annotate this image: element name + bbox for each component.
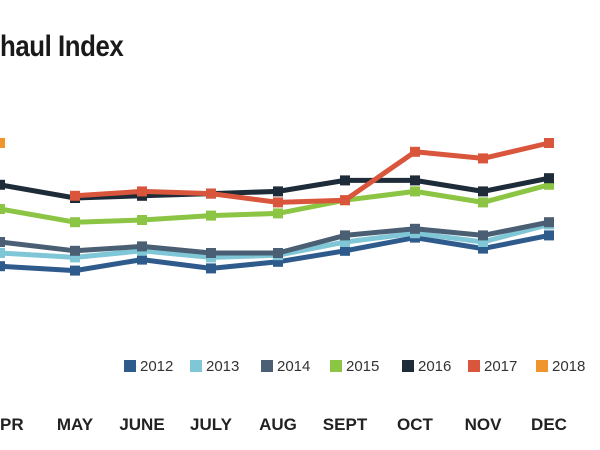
x-tick-label: NOV (465, 415, 503, 434)
series-2012-point (273, 256, 283, 267)
legend-label-2014: 2014 (277, 358, 310, 375)
series-2015-point (410, 186, 420, 197)
series-2017-point (206, 188, 216, 199)
series-2012-point (137, 254, 147, 265)
series-2015 (0, 179, 554, 228)
series-2014-point (137, 241, 147, 252)
series-2015-point (70, 217, 80, 228)
legend-swatch-2017 (468, 360, 480, 372)
x-tick-label: JUNE (119, 415, 164, 434)
series-2017-line (72, 140, 552, 205)
series-2014-point (478, 230, 488, 241)
series-2017-point (137, 186, 147, 197)
x-tick-label: PR (0, 415, 24, 434)
series-2015-point (544, 179, 554, 190)
x-tick-label: OCT (397, 415, 434, 434)
series-2012-point (340, 245, 350, 256)
series-2013-point (0, 248, 5, 258)
series-2016-point (273, 186, 283, 197)
legend-swatch-2016 (402, 360, 414, 372)
series-2017-point (478, 153, 488, 164)
legend-swatch-2015 (330, 360, 342, 372)
series-2018-point (0, 138, 5, 148)
series-2015-point (206, 210, 216, 221)
series-2014-point (340, 230, 350, 241)
x-tick-label: AUG (259, 415, 297, 434)
series-2015-point (273, 208, 283, 219)
series-2015-point (137, 215, 147, 225)
legend-swatch-2013 (190, 360, 202, 372)
x-tick-label: MAY (57, 415, 94, 434)
series-2018 (0, 138, 5, 148)
legend: 2012 2013 2014 2015 2016 2017 2018 (124, 358, 585, 375)
series-2013-point (70, 252, 80, 263)
series-2017 (70, 138, 554, 208)
series-2012-point (0, 261, 5, 272)
series-2014-point (0, 237, 5, 247)
series-2015-point (0, 204, 5, 214)
series-2012-point (478, 243, 488, 254)
series-2013-point (478, 237, 488, 247)
legend-label-2018: 2018 (552, 358, 585, 375)
legend-label-2012: 2012 (140, 358, 173, 375)
series-2012-point (206, 263, 216, 274)
chart-title: haul Index (0, 30, 124, 63)
series-2016-point (410, 175, 420, 186)
legend-label-2015: 2015 (346, 358, 379, 375)
series-2012-point (544, 230, 554, 241)
series-2016-point (0, 179, 5, 190)
legend-swatch-2012 (124, 360, 136, 372)
x-tick-label: JULY (190, 415, 233, 434)
series-2015-point (478, 197, 488, 208)
legend-label-2013: 2013 (206, 358, 239, 375)
x-tick-label: DEC (531, 415, 567, 434)
series-2016-point (340, 175, 350, 186)
series-2014-point (206, 248, 216, 258)
series-2017-point (273, 197, 283, 208)
series-2017-point (544, 138, 554, 148)
legend-swatch-2018 (536, 360, 548, 372)
x-tick-label: SEPT (323, 415, 368, 434)
series-2014 (0, 217, 554, 258)
series-2017-point (340, 195, 350, 206)
series-2014-point (410, 223, 420, 234)
series-2013-point (340, 237, 350, 247)
legend-swatch-2014 (261, 360, 273, 372)
series-2014-point (544, 217, 554, 228)
series-2016-point (478, 186, 488, 197)
series-2014-point (70, 245, 80, 256)
legend-label-2017: 2017 (484, 358, 517, 375)
series-2017-point (70, 190, 80, 201)
legend-label-2016: 2016 (418, 358, 451, 375)
series-2016-point (544, 173, 554, 184)
series-2014-point (273, 248, 283, 258)
series-2012-point (70, 265, 80, 276)
x-axis-ticks: PR MAY JUNE JULY AUG SEPT OCT NOV DEC (0, 415, 567, 434)
series-2017-point (410, 146, 420, 157)
